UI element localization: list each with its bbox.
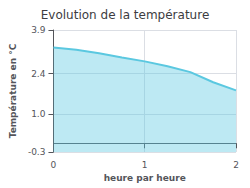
svg-text:1: 1 bbox=[142, 160, 148, 170]
svg-text:-0.3: -0.3 bbox=[28, 147, 46, 157]
svg-text:Température en °C: Température en °C bbox=[8, 43, 18, 138]
svg-text:2: 2 bbox=[233, 160, 239, 170]
svg-text:3.9: 3.9 bbox=[31, 25, 46, 35]
svg-text:Evolution de la température: Evolution de la température bbox=[41, 8, 210, 22]
svg-text:2.4: 2.4 bbox=[31, 69, 46, 79]
svg-text:1.0: 1.0 bbox=[31, 109, 46, 119]
svg-text:heure par heure: heure par heure bbox=[104, 173, 186, 183]
svg-text:0: 0 bbox=[51, 160, 57, 170]
